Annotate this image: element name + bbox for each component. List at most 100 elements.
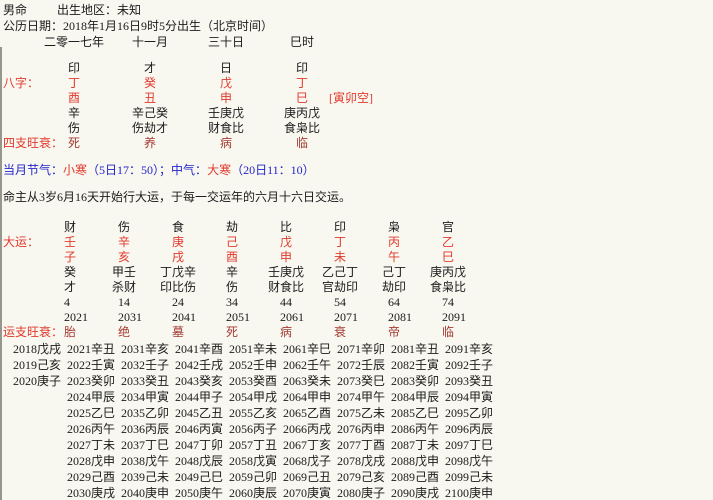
dayun-hidden-stem-cell: 丁戊辛 bbox=[159, 265, 196, 279]
liunian-cell: 2052壬申 bbox=[229, 358, 278, 372]
dayun-hidden-god-cell: 杀财 bbox=[111, 280, 136, 294]
bazi-hidden-god-cell: 伤劫才 bbox=[131, 121, 168, 135]
liunian-col-7: 2081辛丑 2082壬寅 2083癸卯 2084甲辰 2085乙巳 2086丙午 2087… bbox=[391, 341, 445, 500]
dayun-wangshuai-cell: 死 bbox=[225, 325, 238, 339]
dayun-start-year-cell: 2061 bbox=[280, 310, 304, 324]
liunian-cell: 2064甲申 bbox=[283, 390, 332, 404]
liunian-cell: 2046丙寅 bbox=[175, 422, 224, 436]
liunian-cell: 2054甲戌 bbox=[229, 390, 278, 404]
lunar-pillar-header: 三十日 bbox=[207, 35, 244, 49]
dayun-wangshuai-cell: 帝 bbox=[387, 325, 400, 339]
liunian-cell: 2100庚申 bbox=[445, 486, 494, 500]
liunian-cell: 2019己亥 bbox=[13, 358, 62, 372]
lunar-pillar-header: 巳时 bbox=[289, 35, 314, 49]
dayun-start-age-cell: 64 bbox=[388, 295, 400, 309]
liunian-col-4: 2051辛未 2052壬申 2053癸酉 2054甲戌 2055乙亥 2056丙子 2057… bbox=[229, 341, 283, 500]
dayun-branch-cell: 子 bbox=[63, 250, 76, 264]
bazi-hidden-god-cell: 食枭比 bbox=[283, 121, 320, 135]
bazi-hidden-god-cell: 伤 bbox=[67, 121, 80, 135]
dayun-branch-cell: 戌 bbox=[171, 250, 184, 264]
liunian-cell: 2023癸卯 bbox=[67, 374, 116, 388]
dayun-wangshuai-cell: 病 bbox=[279, 325, 292, 339]
jieqi-jie-name: 小寒 bbox=[63, 163, 88, 177]
liunian-col-8: 2091辛亥 2092壬子 2093癸丑 2094甲寅 2095乙卯 2096丙辰 2097… bbox=[445, 341, 499, 500]
dayun-start-year-cell: 2071 bbox=[334, 310, 358, 324]
dayun-hidden-god-cell: 食枭比 bbox=[429, 280, 466, 294]
dayun-hidden-stem-cell: 甲壬 bbox=[111, 265, 136, 279]
jieqi-jie-time: （5日17：50）； bbox=[87, 163, 172, 177]
birthplace-text: 出生地区：未知 bbox=[57, 3, 142, 17]
dayun-god-cell: 伤 bbox=[117, 220, 130, 234]
liunian-cell: 2065乙酉 bbox=[283, 406, 332, 420]
liunian-cell: 2043癸亥 bbox=[175, 374, 224, 388]
jieqi-zhong-name: 大寒 bbox=[207, 163, 232, 177]
dayun-start-year-cell: 2041 bbox=[172, 310, 196, 324]
bazi-stem-cell: 丁 bbox=[67, 76, 80, 90]
bazi-hidden-stem-cell: 辛己癸 bbox=[131, 106, 168, 120]
liunian-cell: 2031辛亥 bbox=[121, 342, 170, 356]
dayun-start-age-cell: 14 bbox=[118, 295, 130, 309]
bazi-wangshuai-cell: 临 bbox=[295, 136, 308, 150]
dayun-start-year-cell: 2051 bbox=[226, 310, 250, 324]
dayun-start-ages-row: 4 14 24 34 44 54 64 74 bbox=[43, 295, 483, 310]
dayun-branches-row: 子亥戌酉申未午巳 bbox=[43, 250, 483, 265]
left-border-line bbox=[0, 47, 2, 500]
bazi-god-cell: 印 bbox=[295, 61, 308, 75]
dayun-stems-row: 壬辛庚己戊丁丙乙 bbox=[43, 235, 483, 250]
liunian-cell: 2081辛丑 bbox=[391, 342, 440, 356]
dayun-hidden-stem-cell: 乙己丁 bbox=[321, 265, 358, 279]
liunian-cell: 2024甲辰 bbox=[67, 390, 116, 404]
lunar-pillar-header-row: 二零一七年 十一月 三十日 巳时 bbox=[36, 35, 348, 50]
liunian-cell: 2071辛卯 bbox=[337, 342, 386, 356]
liunian-cell: 2093癸丑 bbox=[445, 374, 494, 388]
liunian-cell: 2073癸巳 bbox=[337, 374, 386, 388]
liunian-cell: 2068戊子 bbox=[283, 454, 332, 468]
dayun-hidden-gods-row: 才 杀财 印比伤 伤 财食比 官劫印 劫印 食枭比 bbox=[43, 280, 483, 295]
bazi-wangshuai-row: 死养病临 bbox=[36, 136, 348, 151]
dayun-hidden-god-cell: 财食比 bbox=[267, 280, 304, 294]
dayun-start-year-cell: 2031 bbox=[118, 310, 142, 324]
liunian-cell: 2059己卯 bbox=[229, 470, 278, 484]
liunian-cell: 2076丙申 bbox=[337, 422, 386, 436]
liunian-cell: 2074甲午 bbox=[337, 390, 386, 404]
dayun-hidden-god-cell: 伤 bbox=[225, 280, 238, 294]
liunian-cell: 2062壬午 bbox=[283, 358, 332, 372]
bazi-branch-cell: 申 bbox=[219, 91, 232, 105]
bazi-god-cell: 日 bbox=[219, 61, 232, 75]
liunian-col-1: 2021辛丑 2022壬寅 2023癸卯 2024甲辰 2025乙巳 2026丙午 2027… bbox=[67, 341, 121, 500]
dayun-start-age-cell: 4 bbox=[64, 295, 70, 309]
dayun-hidden-stem-cell: 辛 bbox=[225, 265, 238, 279]
dayun-god-cell: 枭 bbox=[387, 220, 400, 234]
gender-label: 男命 bbox=[3, 3, 28, 17]
dayun-branch-cell: 巳 bbox=[441, 250, 454, 264]
liunian-cell: 2022壬寅 bbox=[67, 358, 116, 372]
liunian-cell: 2090庚戌 bbox=[391, 486, 440, 500]
dayun-hidden-stem-cell: 癸 bbox=[63, 265, 76, 279]
liunian-col-2: 2031辛亥 2032壬子 2033癸丑 2034甲寅 2035乙卯 2036丙辰 2037… bbox=[121, 341, 175, 500]
bazi-branch-cell: 丑 bbox=[143, 91, 156, 105]
dayun-hidden-stem-cell: 壬庚戊 bbox=[267, 265, 304, 279]
liunian-col-pre: 2018戊戌 2019己亥 2020庚子 bbox=[13, 341, 67, 389]
liunian-cell: 2042壬戌 bbox=[175, 358, 224, 372]
liunian-col-3: 2041辛酉 2042壬戌 2043癸亥 2044甲子 2045乙丑 2046丙寅 2047… bbox=[175, 341, 229, 500]
dayun-stem-cell: 己 bbox=[225, 235, 238, 249]
dayun-start-age-cell: 34 bbox=[226, 295, 238, 309]
bazi-hidden-stem-cell: 辛 bbox=[67, 106, 80, 120]
dayun-god-cell: 官 bbox=[441, 220, 454, 234]
liunian-cell: 2084甲辰 bbox=[391, 390, 440, 404]
dayun-god-cell: 食 bbox=[171, 220, 184, 234]
liunian-cell: 2036丙辰 bbox=[121, 422, 170, 436]
dayun-hidden-god-cell: 劫印 bbox=[381, 280, 406, 294]
bazi-stem-cell: 戊 bbox=[219, 76, 232, 90]
liunian-cell: 2056丙子 bbox=[229, 422, 278, 436]
liunian-cell: 2067丁亥 bbox=[283, 438, 332, 452]
kongwang-note: [寅卯空] bbox=[329, 91, 373, 105]
liunian-cell: 2018戊戌 bbox=[13, 342, 62, 356]
bazi-stem-cell: 癸 bbox=[143, 76, 156, 90]
liunian-cell: 2088戊申 bbox=[391, 454, 440, 468]
liunian-cell: 2087丁未 bbox=[391, 438, 440, 452]
bazi-hidden-god-cell: 财食比 bbox=[207, 121, 244, 135]
dayun-god-cell: 劫 bbox=[225, 220, 238, 234]
liunian-cell: 2021辛丑 bbox=[67, 342, 116, 356]
